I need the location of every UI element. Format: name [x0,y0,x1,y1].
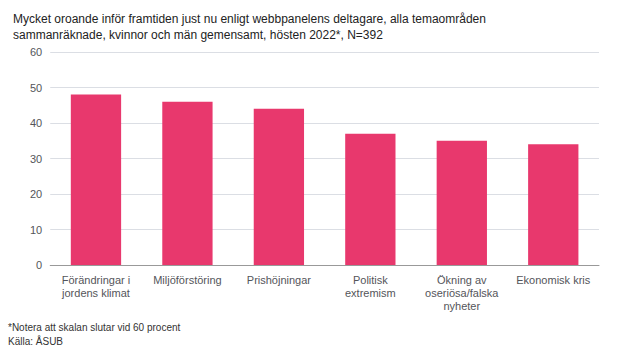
svg-text:nyheter: nyheter [443,300,480,312]
svg-text:Miljöförstöring: Miljöförstöring [153,274,221,286]
svg-text:Politisk: Politisk [353,274,388,286]
svg-text:Källa: ÅSUB: Källa: ÅSUB [8,335,63,347]
svg-text:30: 30 [30,153,42,165]
svg-text:oseriösa/falska: oseriösa/falska [425,287,499,299]
svg-text:extremism: extremism [345,287,396,299]
svg-text:0: 0 [36,259,42,271]
svg-text:Mycket oroande inför framtiden: Mycket oroande inför framtiden just nu e… [13,12,486,26]
svg-text:50: 50 [30,82,42,94]
svg-text:Ekonomisk kris: Ekonomisk kris [516,274,590,286]
svg-text:jordens klimat: jordens klimat [61,287,130,299]
svg-text:20: 20 [30,188,42,200]
svg-text:sammanräknade, kvinnor och män: sammanräknade, kvinnor och män gemensamt… [13,28,383,42]
svg-text:40: 40 [30,117,42,129]
svg-text:10: 10 [30,224,42,236]
svg-text:*Notera att skalan slutar vid: *Notera att skalan slutar vid 60 procent [8,322,181,333]
svg-text:60: 60 [30,46,42,58]
svg-text:Ökning av: Ökning av [437,274,487,286]
svg-text:Prishöjningar: Prishöjningar [247,274,312,286]
svg-text:Förändringar i: Förändringar i [62,274,130,286]
